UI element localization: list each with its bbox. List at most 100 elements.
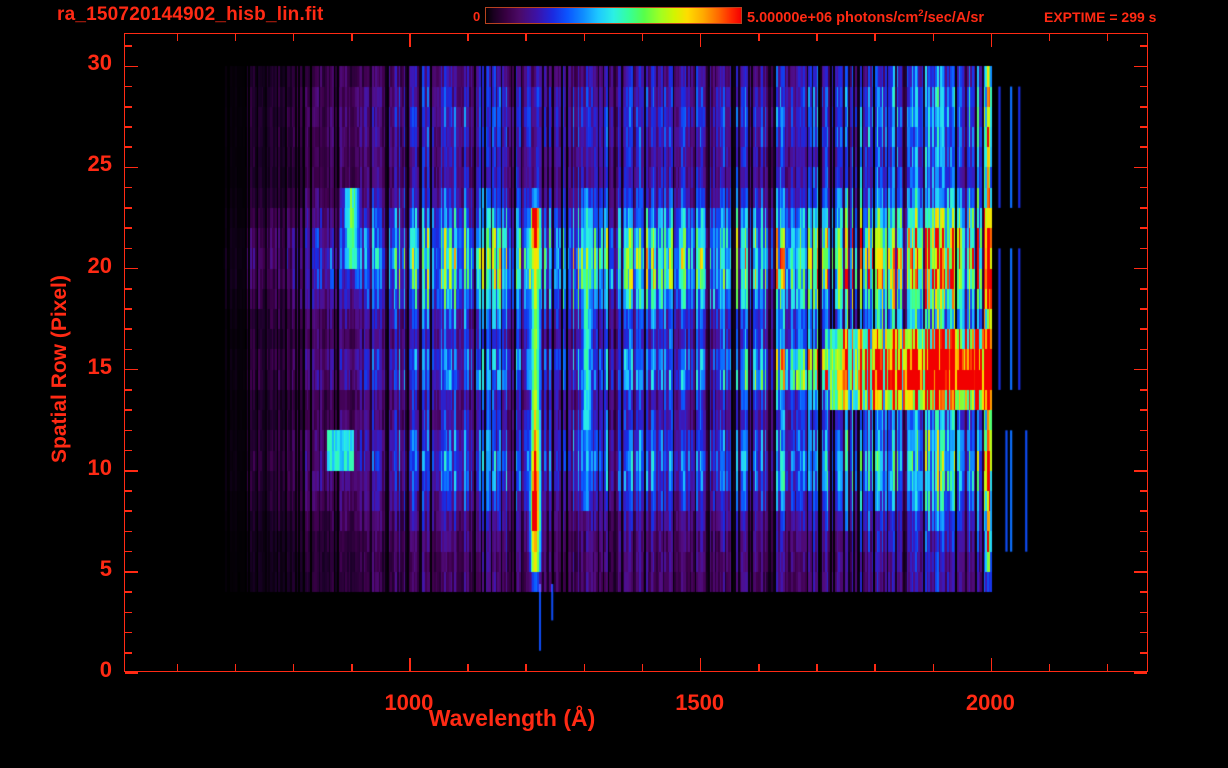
y-tick-major-right (1134, 65, 1147, 68)
page-title: ra_150720144902_hisb_lin.fit (57, 4, 324, 25)
x-tick-minor-top (874, 34, 876, 41)
x-tick-minor-top (641, 34, 644, 41)
colorbar-units-exponent: 2 (918, 8, 924, 19)
colorbar-units-post: /sec/A/sr (923, 9, 985, 26)
y-tick-minor-right (1140, 490, 1147, 492)
x-tick-minor (1048, 664, 1051, 671)
y-tick-minor (125, 146, 132, 148)
x-tick-label: 1500 (675, 690, 725, 715)
x-tick-minor (351, 664, 353, 671)
x-tick-minor (467, 664, 469, 671)
y-tick-minor (125, 85, 132, 88)
x-tick-major (699, 658, 702, 671)
x-axis-title: Wavelength (Å) (428, 705, 596, 731)
y-tick-minor-right (1140, 429, 1147, 432)
y-tick-minor-right (1140, 247, 1147, 250)
x-tick-minor-top (1106, 34, 1109, 41)
spectral-image-canvas (125, 34, 1147, 671)
y-tick-minor (125, 490, 132, 492)
y-tick-minor-right (1140, 288, 1147, 290)
y-tick-label: 0 (99, 657, 112, 682)
x-tick-minor (1106, 664, 1109, 671)
y-tick-major (125, 368, 138, 371)
x-tick-minor-top (932, 34, 935, 41)
y-tick-major (125, 571, 138, 573)
y-tick-minor-right (1140, 126, 1147, 128)
y-tick-minor (125, 227, 132, 229)
y-tick-minor-right (1140, 449, 1147, 452)
y-tick-major (125, 470, 138, 472)
y-tick-minor (125, 328, 132, 330)
y-tick-minor-right (1140, 389, 1147, 391)
x-tick-minor-top (583, 34, 586, 41)
x-tick-minor (641, 664, 644, 671)
y-tick-minor (125, 631, 132, 634)
y-tick-major-right (1134, 470, 1147, 472)
y-tick-minor (125, 550, 132, 553)
y-tick-major (125, 672, 138, 674)
y-tick-minor (125, 652, 132, 654)
x-tick-minor (234, 664, 237, 671)
x-tick-minor-top (758, 34, 760, 41)
y-tick-minor-right (1140, 652, 1147, 654)
y-tick-minor (125, 288, 132, 290)
y-tick-minor (125, 449, 132, 452)
x-tick-major (990, 658, 993, 671)
y-tick-major-right (1134, 368, 1147, 371)
y-tick-minor-right (1140, 591, 1147, 593)
y-tick-minor (125, 106, 132, 108)
y-tick-minor-right (1140, 186, 1147, 189)
y-tick-minor-right (1140, 631, 1147, 634)
y-tick-major-right (1134, 267, 1147, 270)
y-tick-minor-right (1140, 106, 1147, 108)
colorbar-units-pre: photons/cm (832, 9, 919, 26)
y-tick-major (125, 166, 138, 169)
y-tick-label: 5 (99, 555, 112, 581)
colorbar (485, 7, 742, 24)
y-tick-minor (125, 611, 132, 614)
y-tick-minor (125, 510, 132, 512)
y-tick-minor-right (1140, 530, 1147, 533)
y-tick-major (125, 65, 138, 68)
y-tick-minor-right (1140, 207, 1147, 209)
y-tick-minor-right (1140, 146, 1147, 148)
x-tick-major-top (409, 34, 411, 47)
y-tick-minor-right (1140, 308, 1147, 310)
y-tick-minor-right (1140, 611, 1147, 614)
x-tick-label: 2000 (965, 690, 1015, 715)
y-tick-minor-right (1140, 328, 1147, 330)
x-tick-major-top (990, 34, 993, 47)
x-tick-minor (292, 664, 295, 671)
y-tick-minor (125, 308, 132, 310)
x-tick-major (409, 658, 411, 671)
x-tick-minor-top (176, 34, 179, 41)
x-tick-minor-top (234, 34, 237, 41)
y-tick-label: 10 (87, 454, 112, 480)
y-tick-major-right (1134, 672, 1147, 674)
y-tick-major-right (1134, 571, 1147, 573)
y-tick-minor (125, 429, 132, 432)
y-tick-minor-right (1140, 45, 1147, 47)
x-tick-minor-top (816, 34, 818, 41)
x-tick-minor-top (525, 34, 527, 41)
y-tick-minor (125, 247, 132, 250)
y-tick-minor (125, 126, 132, 128)
y-tick-minor-right (1140, 409, 1147, 411)
x-tick-minor (176, 664, 179, 671)
y-tick-minor-right (1140, 550, 1147, 553)
y-tick-minor (125, 207, 132, 209)
x-tick-minor (932, 664, 935, 671)
y-tick-label: 30 (87, 50, 112, 76)
x-tick-minor-top (292, 34, 295, 41)
y-tick-label: 20 (87, 252, 112, 278)
y-axis-title: Spatial Row (Pixel) (48, 274, 71, 463)
y-tick-minor (125, 530, 132, 533)
y-tick-minor (125, 348, 132, 351)
x-tick-minor (758, 664, 760, 671)
y-tick-label: 15 (87, 353, 112, 379)
y-tick-label: 25 (87, 151, 112, 177)
y-tick-minor (125, 186, 132, 189)
y-tick-minor (125, 591, 132, 593)
y-tick-minor (125, 409, 132, 411)
